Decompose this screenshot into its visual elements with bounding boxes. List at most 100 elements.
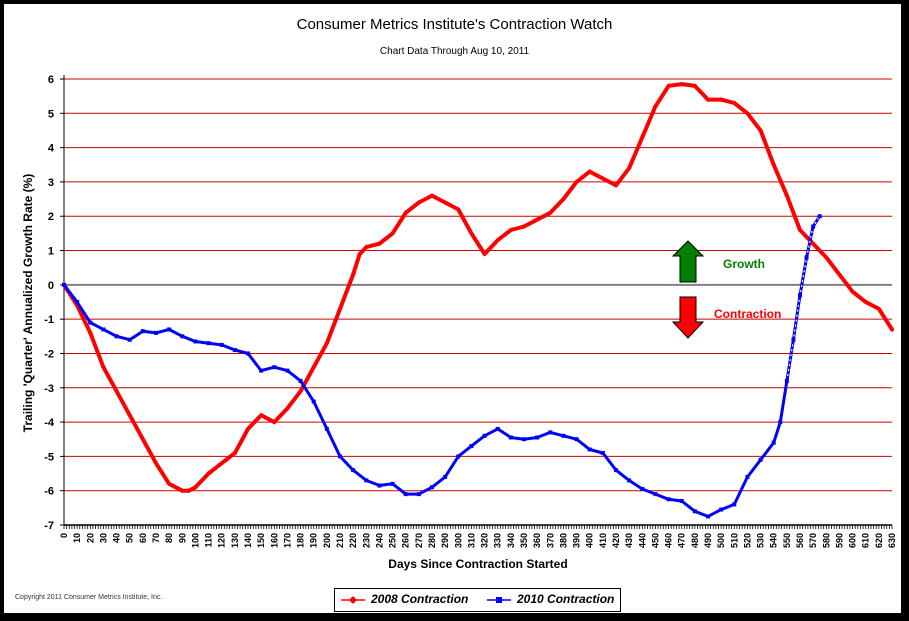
legend-marker-2010 — [496, 597, 502, 603]
data-point-2008 — [639, 134, 645, 140]
data-point-2008 — [836, 272, 842, 278]
x-tick-label: 230 — [361, 533, 371, 548]
copyright-text: Copyright 2011 Consumer Metrics Institut… — [15, 594, 163, 601]
data-point-2008 — [114, 388, 120, 394]
data-point-2010 — [272, 365, 277, 370]
data-point-2010 — [364, 478, 369, 483]
x-tick-label: 130 — [230, 533, 240, 548]
axes — [60, 75, 893, 529]
data-point-2010 — [587, 447, 592, 452]
x-tick-label: 530 — [756, 533, 766, 548]
data-point-2008 — [416, 200, 422, 206]
y-tick-label: -6 — [44, 486, 54, 498]
data-point-2010 — [561, 433, 566, 438]
x-tick-label: 10 — [72, 533, 82, 543]
x-tick-label: 90 — [177, 533, 187, 543]
x-tick-label: 170 — [282, 533, 292, 548]
data-point-2008 — [705, 97, 711, 103]
legend-marker-2008 — [349, 596, 357, 604]
data-point-2010 — [167, 327, 172, 332]
x-tick-label: 250 — [388, 533, 398, 548]
y-tick-label: -3 — [44, 383, 54, 395]
data-point-2010 — [627, 478, 632, 483]
data-point-2008 — [140, 436, 146, 442]
data-point-2008 — [100, 364, 106, 370]
data-point-2008 — [652, 103, 658, 109]
data-point-2008 — [626, 165, 632, 171]
data-point-2008 — [508, 227, 514, 233]
data-point-2010 — [798, 293, 802, 298]
y-tick-label: 2 — [48, 211, 54, 223]
y-tick-label: 4 — [48, 143, 55, 155]
data-point-2008 — [245, 426, 251, 432]
data-point-2008 — [403, 210, 409, 216]
y-tick-label: 3 — [48, 177, 54, 189]
data-point-2008 — [600, 175, 606, 181]
y-tick-label: -1 — [44, 314, 54, 326]
x-tick-label: 340 — [506, 533, 516, 548]
legend: 2008 Contraction 2010 Contraction — [334, 588, 621, 612]
legend-entry-2008: 2008 Contraction — [371, 592, 469, 606]
data-point-2010 — [311, 399, 316, 404]
x-tick-label: 70 — [151, 533, 161, 543]
data-point-2010 — [778, 420, 783, 425]
data-point-2008 — [284, 405, 290, 411]
data-point-2008 — [192, 484, 198, 490]
data-point-2008 — [797, 227, 803, 233]
series-2008-line — [62, 82, 894, 493]
data-point-2008 — [337, 306, 343, 312]
x-tick-label: 290 — [440, 533, 450, 548]
data-point-2008 — [455, 206, 461, 212]
x-tick-label: 50 — [125, 533, 135, 543]
x-tick-label: 480 — [690, 533, 700, 548]
data-point-2008 — [482, 251, 488, 257]
y-tick-label: 1 — [48, 246, 54, 258]
x-axis-label: Days Since Contraction Started — [388, 557, 567, 571]
data-point-2010 — [62, 282, 66, 287]
data-point-2010 — [219, 342, 224, 347]
x-tick-label: 100 — [190, 533, 200, 548]
x-tick-label: 400 — [585, 533, 595, 548]
data-point-2008 — [784, 193, 790, 199]
x-tick-label: 550 — [782, 533, 792, 548]
x-tick-label: 580 — [821, 533, 831, 548]
data-point-2008 — [718, 97, 724, 103]
x-tick-label: 590 — [834, 533, 844, 548]
x-tick-label: 510 — [729, 533, 739, 548]
data-point-2008 — [298, 388, 304, 394]
data-point-2010 — [495, 426, 500, 431]
data-point-2010 — [666, 497, 671, 502]
series-group — [61, 81, 895, 519]
data-point-2010 — [600, 450, 605, 455]
data-point-2010 — [719, 507, 724, 512]
data-point-2008 — [311, 364, 317, 370]
data-point-2008 — [232, 450, 238, 456]
annotations: Growth Contraction — [671, 240, 781, 339]
x-tick-label: 360 — [532, 533, 542, 548]
data-point-2010 — [127, 337, 132, 342]
data-point-2008 — [153, 460, 159, 466]
x-tick-label: 160 — [269, 533, 279, 548]
data-point-2010 — [679, 498, 684, 503]
data-point-2010 — [653, 492, 658, 497]
y-tick-label: -2 — [44, 348, 54, 360]
x-tick-labels: 0 10 20 30 40 50 60 70 80 90 100 110 120 130 140 150 160… — [59, 533, 897, 548]
data-point-2010 — [246, 351, 250, 356]
x-tick-label: 350 — [519, 533, 529, 548]
x-tick-label: 320 — [480, 533, 490, 548]
data-point-2010 — [351, 468, 356, 473]
x-tick-label: 390 — [572, 533, 582, 548]
data-point-2010 — [732, 502, 737, 507]
data-point-2010 — [771, 440, 776, 445]
contraction-label: Contraction — [714, 307, 781, 321]
data-point-2008 — [876, 306, 882, 312]
data-point-2010 — [298, 378, 303, 383]
data-point-2010 — [535, 435, 540, 440]
x-tick-label: 150 — [256, 533, 266, 548]
x-tick-label: 490 — [703, 533, 713, 548]
x-tick-label: 180 — [296, 533, 306, 548]
data-point-2010 — [416, 492, 421, 497]
x-tick-label: 460 — [664, 533, 674, 548]
data-point-2010 — [324, 426, 329, 431]
y-tick-label: 0 — [48, 280, 54, 292]
